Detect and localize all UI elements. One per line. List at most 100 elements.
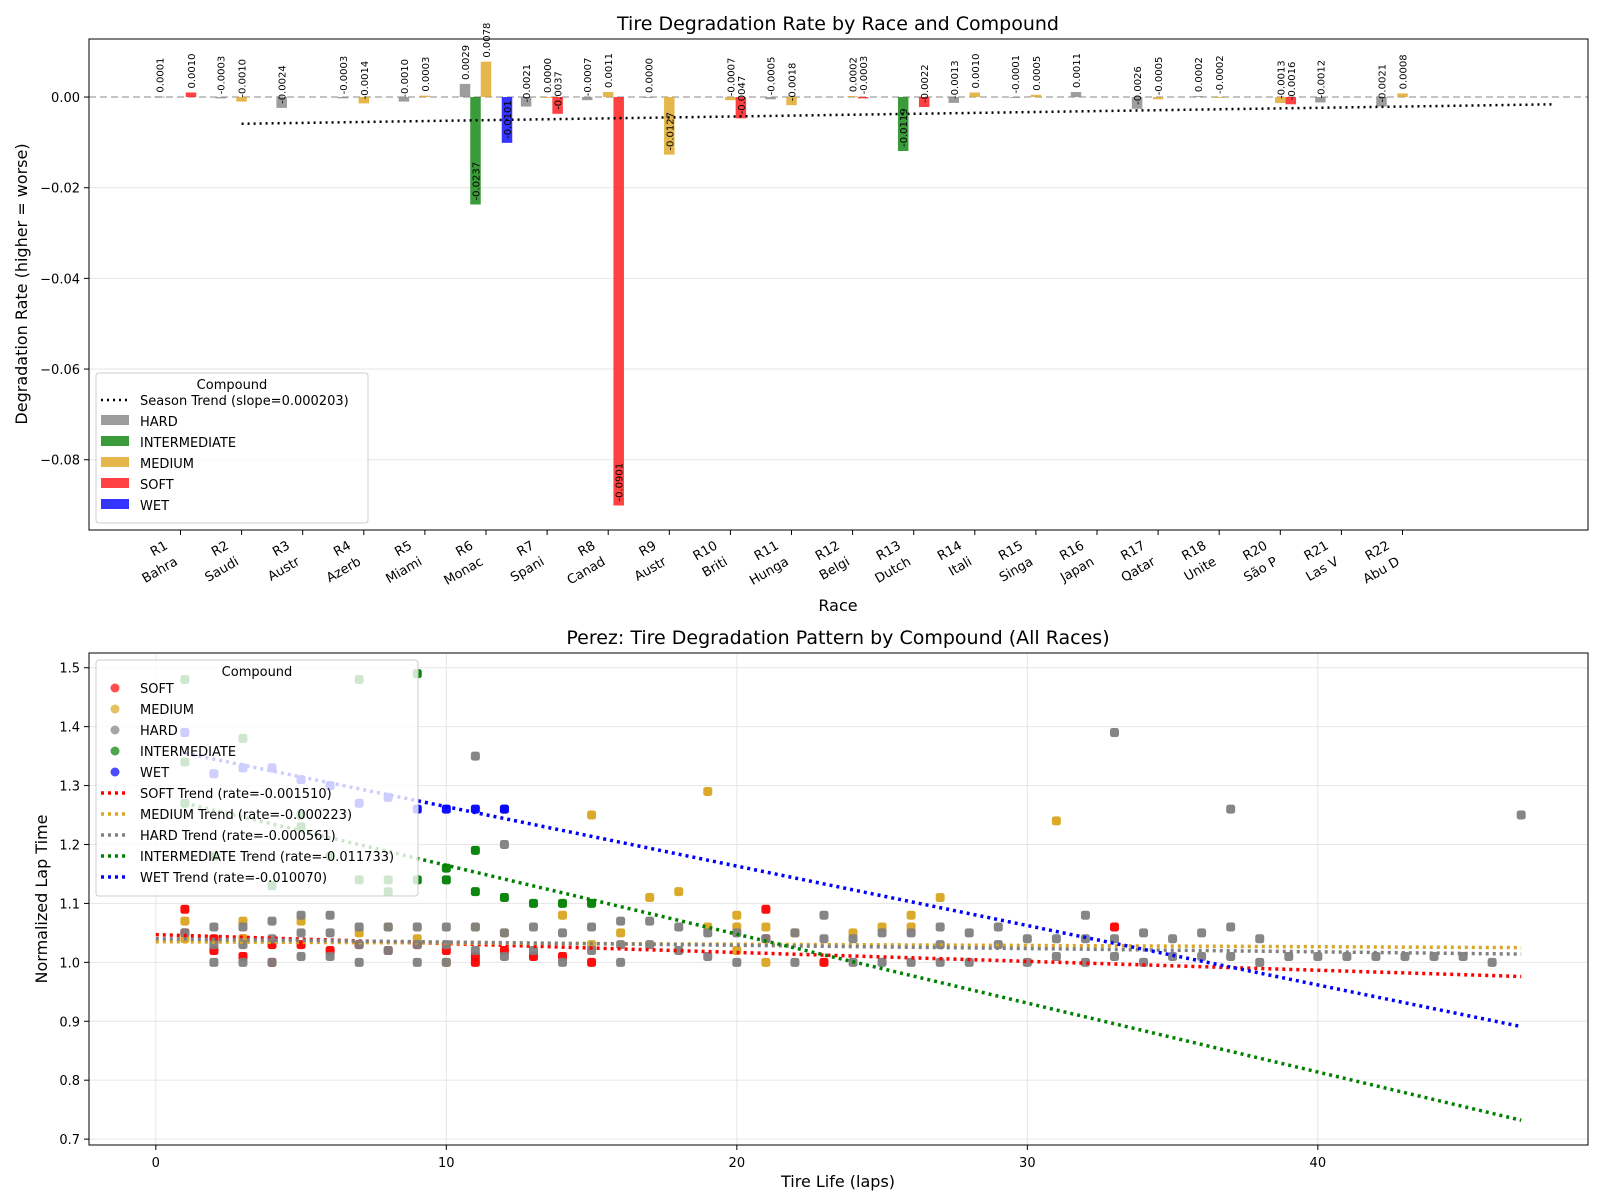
- bar-soft: [185, 92, 197, 98]
- bar-hard: [459, 83, 471, 98]
- bar-value-label: -0.0014: [360, 61, 371, 100]
- point-hard: [703, 928, 713, 938]
- bar-value-label: -0.0119: [899, 108, 910, 147]
- bar-hard: [215, 97, 226, 99]
- point-hard: [412, 957, 422, 967]
- point-hard: [238, 957, 248, 967]
- bar-medium: [1213, 97, 1225, 98]
- point-hard: [964, 957, 974, 967]
- top-y-tick-label: −0.02: [40, 182, 80, 197]
- bar-value-label: -0.0007: [726, 58, 737, 97]
- point-hard: [209, 940, 219, 950]
- bar-medium: [664, 97, 675, 155]
- bar-value-label: -0.0002: [1215, 55, 1226, 94]
- bottom-legend-title: Compound: [222, 665, 293, 680]
- bar-hard: [1315, 97, 1326, 103]
- top-legend-entry: WET: [140, 499, 169, 514]
- bottom-x-tick-label: 0: [152, 1156, 160, 1171]
- top-y-tick-label: −0.04: [40, 272, 80, 287]
- top-legend-entry: HARD: [140, 415, 178, 430]
- bar-value-label: -0.0012: [1316, 60, 1327, 99]
- bottom-x-tick-label: 10: [438, 1156, 455, 1171]
- bar-value-label: -0.0005: [767, 57, 778, 96]
- bar-value-label: -0.0018: [788, 63, 799, 102]
- point-hard: [645, 916, 655, 926]
- legend-swatch-intermediate: [101, 436, 129, 446]
- bar-value-label: -0.0003: [217, 56, 228, 95]
- point-hard: [470, 751, 480, 761]
- point-hard: [354, 922, 364, 932]
- bar-hard: [398, 97, 410, 102]
- point-hard: [1371, 951, 1381, 961]
- bar-medium: [358, 97, 370, 104]
- point-soft: [470, 957, 480, 967]
- point-hard: [209, 922, 219, 932]
- bar-value-label: -0.0016: [1287, 62, 1298, 101]
- top-legend-entry: Season Trend (slope=0.000203): [140, 394, 349, 409]
- bottom-y-tick-label: 1.4: [59, 721, 80, 736]
- point-hard: [587, 946, 597, 956]
- point-hard: [470, 922, 480, 932]
- point-hard: [587, 922, 597, 932]
- bar-value-label: 0.0010: [187, 53, 198, 88]
- point-hard: [1342, 951, 1352, 961]
- point-hard: [732, 957, 742, 967]
- bar-medium: [419, 95, 431, 98]
- point-medium: [558, 910, 568, 920]
- top-y-tick-label: 0.00: [51, 91, 80, 106]
- bottom-legend-entry: MEDIUM: [140, 703, 194, 718]
- point-wet: [441, 804, 451, 814]
- top-chart-y-axis-label: Degradation Rate (higher = worse): [12, 143, 31, 424]
- bar-medium: [1030, 94, 1042, 98]
- bottom-chart-gridlines: [89, 653, 1588, 1145]
- bar-hard: [1070, 92, 1082, 98]
- bar-value-label: -0.0001: [1011, 55, 1022, 94]
- point-hard: [1139, 928, 1149, 938]
- bar-value-label: 0.0002: [1194, 57, 1205, 92]
- bar-value-label: -0.0127: [665, 112, 676, 151]
- point-hard: [1051, 934, 1061, 944]
- point-intermediate: [558, 898, 568, 908]
- point-hard: [790, 957, 800, 967]
- point-hard: [412, 922, 422, 932]
- point-hard: [819, 934, 829, 944]
- point-hard: [703, 951, 713, 961]
- bar-intermediate: [897, 97, 909, 151]
- top-legend-title: Compound: [197, 378, 268, 393]
- bar-value-label: -0.0101: [503, 100, 514, 139]
- bottom-legend-entry: WET: [140, 766, 169, 781]
- bar-value-label: -0.0024: [278, 65, 289, 104]
- point-intermediate: [499, 893, 509, 903]
- point-hard: [1109, 728, 1119, 738]
- legend-marker-soft: [110, 683, 120, 693]
- point-soft: [819, 957, 829, 967]
- bar-value-label: 0.0002: [849, 57, 860, 92]
- point-hard: [499, 951, 509, 961]
- bottom-legend-entry: HARD: [140, 724, 178, 739]
- top-legend-entry: INTERMEDIATE: [140, 436, 236, 451]
- bar-value-label: -0.0010: [238, 59, 249, 98]
- point-intermediate: [470, 887, 480, 897]
- point-hard: [296, 951, 306, 961]
- legend-swatch-wet: [101, 499, 129, 509]
- top-y-tick-label: −0.06: [40, 363, 80, 378]
- bar-hard: [643, 97, 654, 98]
- point-medium: [732, 910, 742, 920]
- bar-value-label: -0.0021: [1378, 64, 1389, 103]
- point-hard: [1139, 957, 1149, 967]
- point-hard: [441, 957, 451, 967]
- point-hard: [238, 940, 248, 950]
- point-intermediate: [441, 875, 451, 885]
- race-tick-label-number: R2: [209, 538, 231, 560]
- point-intermediate: [528, 898, 538, 908]
- bar-value-label: -0.0010: [400, 59, 411, 98]
- bar-hard: [154, 96, 165, 98]
- point-medium: [1051, 816, 1061, 826]
- bar-soft: [613, 97, 624, 506]
- legend-marker-wet: [110, 767, 120, 777]
- point-hard: [441, 922, 451, 932]
- bar-soft: [735, 97, 747, 119]
- point-hard: [325, 928, 335, 938]
